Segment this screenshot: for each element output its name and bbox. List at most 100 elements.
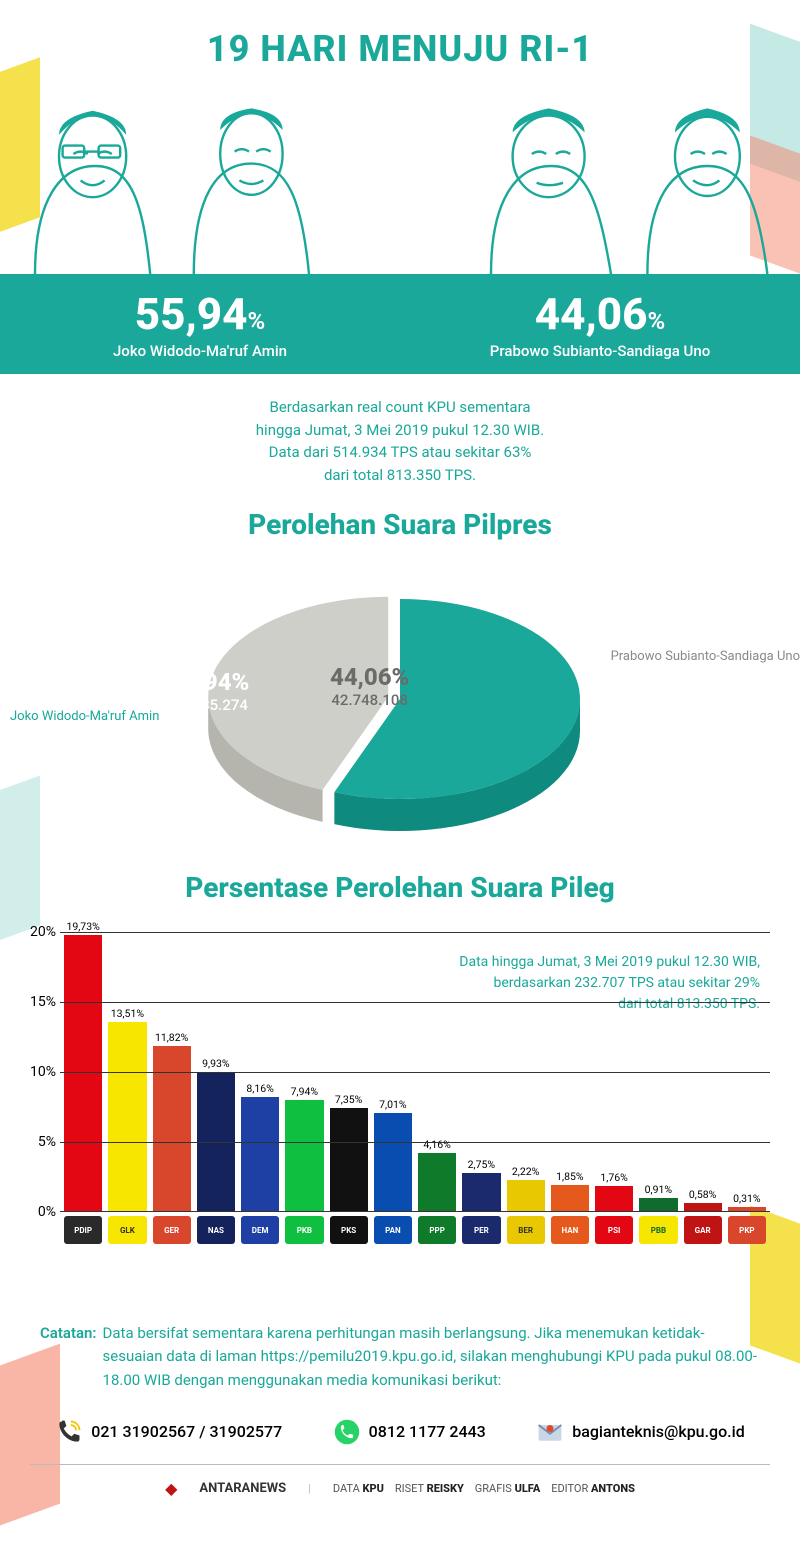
pie-slice-label: Prabowo Subianto-Sandiaga Uno	[611, 649, 800, 664]
candidate-name: Prabowo Subianto-Sandiaga Uno	[400, 342, 800, 360]
party-logo: PKP	[728, 1216, 766, 1244]
party-logo-row: PDIPGLKGERNASDEMPKBPKSPANPPPPERBERHANPSI…	[60, 1212, 770, 1244]
bar-rect	[285, 1100, 323, 1211]
bar-rect	[462, 1173, 500, 1212]
y-tick-label: 0%	[12, 1204, 56, 1220]
bar-rect	[551, 1185, 589, 1211]
infographic-canvas: 19 HARI MENUJU RI-1	[0, 0, 800, 1560]
y-tick-label: 5%	[12, 1134, 56, 1150]
bar-rect	[684, 1203, 722, 1211]
bar-rect	[418, 1153, 456, 1211]
bar: 1,85%	[551, 1170, 589, 1211]
bar: 2,22%	[507, 1165, 545, 1211]
gridline	[60, 1072, 770, 1073]
gridline	[60, 932, 770, 933]
bar-rect	[595, 1186, 633, 1211]
bar: 7,35%	[330, 1093, 368, 1211]
pct-value: 44,06	[535, 288, 648, 340]
portrait-sketch	[630, 94, 780, 274]
pie-slice-pct: 44,06% 42.748.108	[330, 664, 409, 709]
contact-whatsapp: 0812 1177 2443	[333, 1418, 486, 1446]
bar-rect	[728, 1207, 766, 1211]
bar: 7,94%	[285, 1085, 323, 1211]
whatsapp-icon	[333, 1418, 361, 1446]
page-title: 19 HARI MENUJU RI-1	[0, 0, 800, 84]
party-logo: PER	[462, 1216, 500, 1244]
pie-title: Perolehan Suara Pilpres	[0, 508, 800, 541]
vote-count: 42.748.108	[330, 692, 409, 709]
bar-rect	[639, 1198, 677, 1211]
party-logo: PSI	[595, 1216, 633, 1244]
pct-text: 44,06%	[330, 663, 409, 691]
party-logo: GAR	[684, 1216, 722, 1244]
party-logo: PKS	[330, 1216, 368, 1244]
party-logo: PBB	[639, 1216, 677, 1244]
bar: 0,58%	[684, 1188, 722, 1211]
party-logo: PDIP	[64, 1216, 102, 1244]
candidate-pair-right	[476, 94, 780, 274]
pct-text: 55,94%	[170, 668, 249, 696]
bar: 0,91%	[639, 1183, 677, 1211]
pie-slice-pct: 55,94% 54.285.274	[170, 669, 249, 714]
portrait-row	[0, 84, 800, 274]
portrait-sketch	[174, 94, 324, 274]
contact-email: bagianteknis@kpu.go.id	[536, 1418, 744, 1446]
bar-value-label: 8,16%	[246, 1082, 273, 1095]
bar-rect	[374, 1113, 412, 1211]
email-address: bagianteknis@kpu.go.id	[572, 1422, 744, 1441]
party-logo: NAS	[197, 1216, 235, 1244]
bar: 4,16%	[418, 1138, 456, 1211]
party-logo: DEM	[241, 1216, 279, 1244]
bar: 2,75%	[462, 1158, 500, 1212]
contact-phone: 021 31902567 / 31902577	[55, 1418, 282, 1446]
bar-value-label: 7,94%	[291, 1085, 318, 1098]
phone-number: 021 31902567 / 31902577	[91, 1422, 282, 1441]
pie-chart: Joko Widodo-Ma'ruf Amin Prabowo Subianto…	[0, 559, 800, 859]
credit-item: RISET REISKY	[395, 1482, 464, 1495]
footnote: Catatan: Data bersifat sementara karena …	[0, 1302, 800, 1392]
bar-value-label: 2,75%	[468, 1158, 495, 1171]
bar-rect	[108, 1022, 146, 1211]
credit-item: GRAFIS ULFA	[475, 1482, 540, 1495]
credit-item: EDITOR ANTONS	[551, 1482, 635, 1495]
email-icon	[536, 1418, 564, 1446]
party-logo: HAN	[551, 1216, 589, 1244]
party-logo: PPP	[418, 1216, 456, 1244]
vote-count: 54.285.274	[170, 697, 249, 714]
candidate-right-pct: 44,06% Prabowo Subianto-Sandiaga Uno	[400, 274, 800, 374]
bar: 8,16%	[241, 1082, 279, 1211]
bar-value-label: 2,22%	[512, 1165, 539, 1178]
credits-list: DATA KPU RISET REISKY GRAFIS ULFA EDITOR…	[333, 1482, 635, 1495]
y-tick-label: 20%	[12, 924, 56, 940]
bar: 7,01%	[374, 1098, 412, 1211]
brand-logo: ◆	[165, 1479, 177, 1498]
bar-plot: 19,73%13,51%11,82%9,93%8,16%7,94%7,35%7,…	[60, 932, 770, 1212]
credit-item: DATA KPU	[333, 1482, 384, 1495]
party-logo: PKB	[285, 1216, 323, 1244]
bar: 11,82%	[153, 1031, 191, 1211]
credit-bar: ◆ ANTARANEWS | DATA KPU RISET REISKY GRA…	[30, 1464, 770, 1518]
candidate-name: Joko Widodo-Ma'ruf Amin	[0, 342, 400, 360]
party-logo: GLK	[108, 1216, 146, 1244]
portrait-sketch	[476, 94, 626, 274]
bar: 0,31%	[728, 1192, 766, 1211]
bar-value-label: 0,31%	[733, 1192, 760, 1205]
bar-value-label: 1,76%	[600, 1171, 627, 1184]
bar-rect	[507, 1180, 545, 1211]
whatsapp-number: 0812 1177 2443	[369, 1422, 486, 1441]
info-text: Berdasarkan real count KPU sementara hin…	[0, 374, 800, 496]
pct-value: 55,94	[135, 288, 248, 340]
bar-value-label: 0,91%	[645, 1183, 672, 1196]
gridline	[60, 1142, 770, 1143]
bar-rect	[241, 1097, 279, 1211]
phone-icon	[55, 1418, 83, 1446]
gridline	[60, 1002, 770, 1003]
bar: 9,93%	[197, 1057, 235, 1211]
bar-rect	[153, 1046, 191, 1211]
bar-title: Persentase Perolehan Suara Pileg	[0, 871, 800, 904]
party-logo: PAN	[374, 1216, 412, 1244]
bar-value-label: 4,16%	[423, 1138, 450, 1151]
party-logo: GER	[153, 1216, 191, 1244]
contact-row: 021 31902567 / 31902577 0812 1177 2443 b…	[0, 1392, 800, 1464]
bar-value-label: 7,01%	[379, 1098, 406, 1111]
